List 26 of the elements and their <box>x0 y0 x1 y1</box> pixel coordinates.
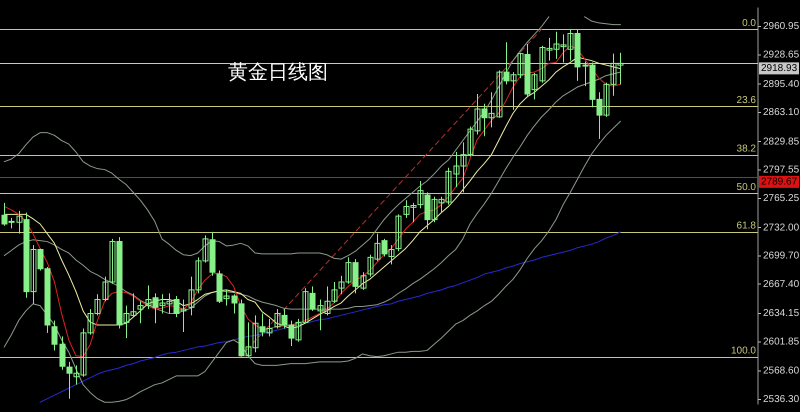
y-tick-label: 2634.15 <box>763 308 800 320</box>
y-tick-label: 2601.85 <box>763 336 800 348</box>
y-tick-label: 2765.25 <box>763 193 800 204</box>
y-tick-label: 2797.55 <box>763 164 800 176</box>
y-tick-label: 2568.60 <box>763 366 800 377</box>
candlestick <box>138 300 144 324</box>
y-tick-label: 2895.40 <box>763 78 800 90</box>
annotation: 100.0 <box>730 345 756 356</box>
candlestick <box>396 214 402 252</box>
text: 黄金日线图 <box>228 62 328 84</box>
annotation: 23.6 <box>736 95 756 106</box>
y-tick-label: 2667.40 <box>763 278 800 290</box>
y-tick-label: 2536.30 <box>763 394 800 406</box>
annotation: 61.8 <box>736 220 756 232</box>
y-tick-label: 2863.10 <box>763 107 800 118</box>
y-tick-label: 2960.95 <box>763 21 800 32</box>
annotation: 0.0 <box>742 18 756 29</box>
y-tick-label: 2829.85 <box>763 136 800 148</box>
ref-line-label: 2918.93 <box>761 63 798 74</box>
y-tick-label: 2928.65 <box>763 50 800 61</box>
y-tick-label: 2699.70 <box>763 250 800 262</box>
annotation: 50.0 <box>736 182 756 194</box>
candlestick <box>360 272 366 290</box>
y-tick-label: 2732.00 <box>763 222 800 234</box>
annotation: 38.2 <box>736 143 756 154</box>
ref-line-label: 2789.67 <box>761 176 798 188</box>
